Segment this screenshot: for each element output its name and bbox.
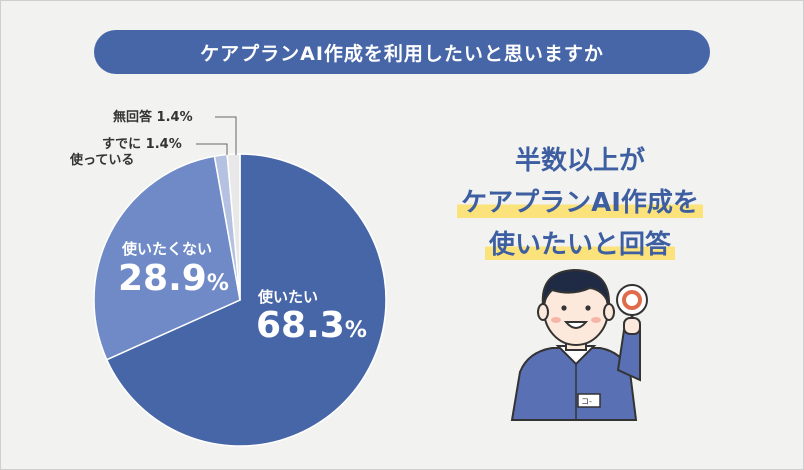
name-badge-text: コ- — [581, 397, 592, 406]
already-leader-line — [196, 143, 228, 155]
page-title-text: ケアプランAI作成を利用したいと思いますか — [200, 42, 604, 65]
headline: 半数以上が ケアプランAI作成を 使いたいと回答 — [430, 140, 730, 266]
headline-line3: 使いたいと回答 — [484, 230, 675, 260]
pie-slice-1 — [93, 155, 241, 361]
headline-line1: 半数以上が — [514, 146, 645, 176]
headline-line2: ケアプランAI作成を — [457, 188, 703, 218]
page-title: ケアプランAI作成を利用したいと思いますか — [94, 30, 710, 74]
slice-value-use: 68.3% — [256, 305, 367, 346]
slice-label-noanswer: 無回答 1.4% — [113, 110, 193, 125]
name-badge — [577, 393, 601, 408]
ok-sign — [616, 284, 648, 316]
hair — [541, 268, 611, 306]
pie-slice-0 — [105, 153, 387, 447]
ok-circle-icon — [622, 290, 642, 310]
slice-label-already-2: 使っている — [70, 153, 135, 168]
noanswer-leader-line — [215, 116, 237, 155]
slice-label-use: 使いたい — [258, 288, 319, 306]
slice-label-already: すでに 1.4% — [102, 137, 182, 152]
slice-label-nouse: 使いたくない — [122, 240, 213, 258]
slice-value-nouse: 28.9% — [118, 258, 229, 299]
